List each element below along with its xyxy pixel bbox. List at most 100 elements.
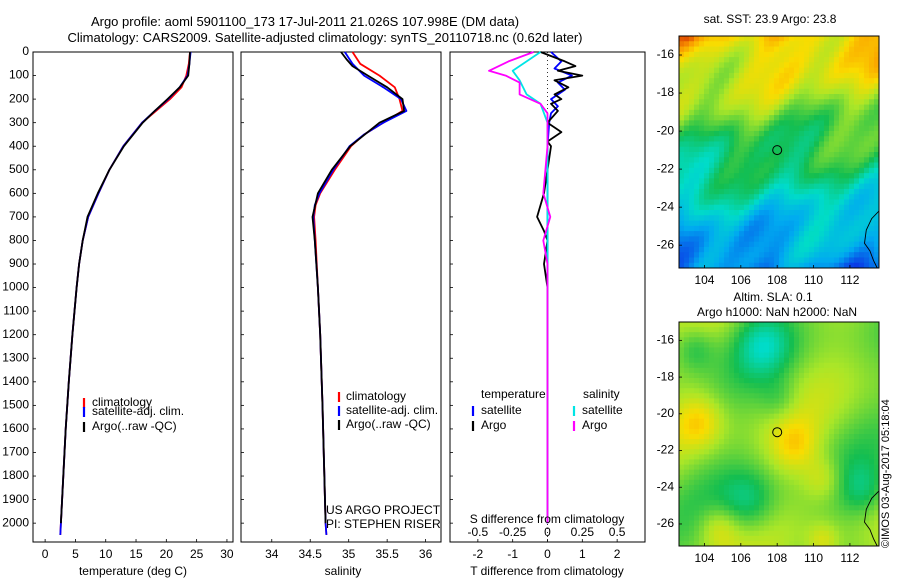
- heatmap-cell: [804, 428, 810, 435]
- heatmap-cell: [724, 252, 730, 258]
- heatmap-cell: [769, 36, 775, 42]
- heatmap-cell: [869, 469, 875, 476]
- heatmap-cell: [824, 393, 830, 399]
- heatmap-cell: [694, 183, 700, 190]
- heatmap-cell: [829, 423, 835, 430]
- heatmap-cell: [714, 490, 720, 496]
- heatmap-cell: [819, 495, 825, 501]
- heatmap-cell: [839, 183, 845, 190]
- heatmap-cell: [714, 469, 720, 476]
- heatmap-cell: [779, 225, 785, 232]
- heatmap-cell: [834, 236, 840, 243]
- heatmap-cell: [839, 372, 845, 379]
- heatmap-cell: [764, 194, 770, 200]
- series-line-climatology: [59, 51, 191, 535]
- heatmap-cell: [844, 78, 850, 84]
- heatmap-cell: [859, 479, 865, 486]
- heatmap-cell: [699, 378, 705, 384]
- heatmap-cell: [719, 194, 725, 200]
- heatmap-cell: [734, 130, 740, 137]
- heatmap-cell: [749, 418, 755, 425]
- heatmap-cell: [759, 459, 765, 465]
- heatmap-cell: [754, 505, 760, 511]
- heatmap-cell: [734, 141, 740, 148]
- heatmap-cell: [839, 525, 845, 532]
- heatmap-cell: [754, 141, 760, 148]
- heatmap-cell: [799, 423, 805, 430]
- heatmap-cell: [774, 510, 780, 516]
- heatmap-cell: [769, 383, 775, 389]
- heatmap-cell: [729, 183, 735, 190]
- heatmap-cell: [834, 72, 840, 79]
- heatmap-cell: [774, 342, 780, 348]
- heatmap-cell: [754, 388, 760, 394]
- heatmap-cell: [699, 362, 705, 369]
- heatmap-cell: [819, 418, 825, 425]
- heatmap-cell: [684, 362, 690, 369]
- heatmap-cell: [799, 428, 805, 435]
- heatmap-cell: [759, 136, 765, 142]
- heatmap-cell: [689, 173, 695, 179]
- heatmap-cell: [729, 125, 735, 132]
- heatmap-cell: [769, 464, 775, 471]
- heatmap-cell: [829, 109, 835, 116]
- heatmap-cell: [834, 178, 840, 185]
- heatmap-cell: [809, 418, 815, 425]
- heatmap-cell: [839, 178, 845, 185]
- heatmap-cell: [779, 162, 785, 169]
- heatmap-cell: [809, 388, 815, 394]
- heatmap-cell: [869, 220, 875, 227]
- heatmap-cell: [789, 194, 795, 200]
- heatmap-cell: [779, 439, 785, 445]
- heatmap-cell: [874, 500, 880, 506]
- heatmap-cell: [769, 57, 775, 63]
- heatmap-cell: [859, 510, 865, 516]
- heatmap-cell: [689, 115, 695, 121]
- heatmap-cell: [834, 505, 840, 511]
- heatmap-cell: [824, 220, 830, 227]
- heatmap-cell: [699, 199, 705, 206]
- heatmap-cell: [699, 505, 705, 511]
- heatmap-cell: [874, 449, 880, 455]
- heatmap-cell: [784, 36, 790, 42]
- heatmap-cell: [679, 231, 685, 237]
- heatmap-cell: [769, 194, 775, 200]
- heatmap-cell: [859, 141, 865, 148]
- heatmap-cell: [744, 530, 750, 537]
- heatmap-cell: [749, 357, 755, 364]
- heatmap-cell: [784, 408, 790, 415]
- heatmap-cell: [769, 362, 775, 369]
- heatmap-cell: [729, 162, 735, 169]
- heatmap-cell: [814, 88, 820, 95]
- heatmap-cell: [774, 454, 780, 460]
- heatmap-cell: [719, 62, 725, 69]
- heatmap-cell: [724, 322, 730, 328]
- heatmap-cell: [734, 51, 740, 58]
- heatmap-cell: [774, 520, 780, 527]
- heatmap-cell: [759, 444, 765, 450]
- heatmap-cell: [754, 515, 760, 521]
- heatmap-cell: [824, 337, 830, 343]
- heatmap-cell: [849, 520, 855, 527]
- heatmap-cell: [774, 57, 780, 63]
- heatmap-cell: [814, 99, 820, 105]
- heatmap-cell: [744, 418, 750, 425]
- heatmap-cell: [859, 520, 865, 527]
- heatmap-cell: [734, 428, 740, 435]
- heatmap-cell: [724, 490, 730, 496]
- heatmap-cell: [864, 495, 870, 501]
- heatmap-cell: [799, 535, 805, 542]
- heatmap-cell: [824, 383, 830, 389]
- heatmap-cell: [844, 94, 850, 100]
- heatmap-cell: [844, 413, 850, 420]
- heatmap-cell: [794, 322, 800, 328]
- heatmap-cell: [874, 178, 880, 185]
- heatmap-cell: [769, 327, 775, 333]
- heatmap-cell: [819, 403, 825, 409]
- heatmap-cell: [814, 372, 820, 379]
- heatmap-cell: [719, 120, 725, 127]
- heatmap-cell: [709, 152, 715, 158]
- heatmap-cell: [764, 167, 770, 174]
- heatmap-cell: [774, 162, 780, 169]
- heatmap-cell: [709, 367, 715, 374]
